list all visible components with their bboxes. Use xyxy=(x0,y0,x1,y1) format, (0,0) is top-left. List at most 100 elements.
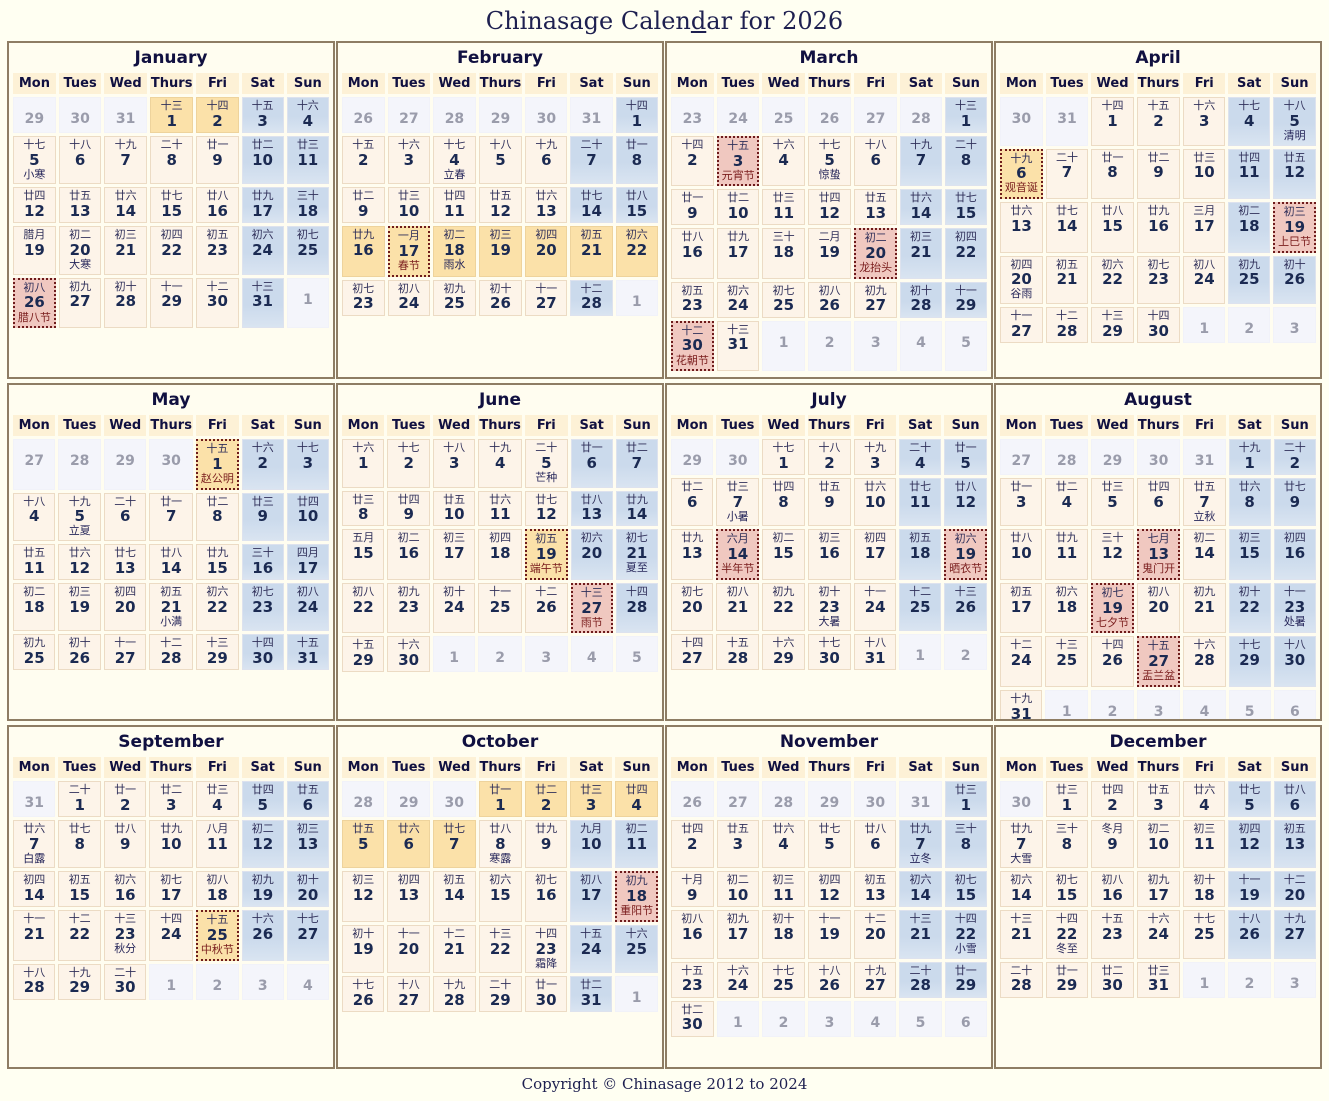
day-cell: 十一 29 xyxy=(944,281,987,318)
day-cell: 初五 17 xyxy=(1000,582,1043,634)
day-cell: 初十 28 xyxy=(900,281,942,318)
lunar-date: 十九 xyxy=(68,494,91,508)
day-number: 9 xyxy=(687,886,698,905)
lunar-date: 初三 xyxy=(114,228,137,242)
lunar-date: 廿一 xyxy=(580,441,603,454)
week-row: 十八 4 十九 5 立夏 二十 6 廿一 7 廿二 8 廿三 9 廿四 10 xyxy=(13,492,329,542)
solar-term-label: 芒种 xyxy=(535,470,558,484)
day-number: 3 xyxy=(1289,975,1300,992)
lunar-date: 初四 xyxy=(489,531,512,545)
day-number: 1 xyxy=(302,291,313,308)
weekday-header: Mon xyxy=(342,73,385,94)
day-number: 24 xyxy=(1193,270,1215,289)
lunar-date: 初七 xyxy=(160,873,183,887)
day-cell: 初十 28 xyxy=(104,277,147,329)
day-number: 13 xyxy=(1148,545,1170,564)
lunar-date: 廿一 xyxy=(1010,479,1033,493)
day-cell: 廿五 13 xyxy=(58,187,102,224)
day-number: 22 xyxy=(161,240,183,259)
solar-term-label: 大雪 xyxy=(1010,851,1033,865)
weekday-header: Wed xyxy=(762,415,805,436)
week-row: 30 廿三 1 廿四 2 廿五 3 廿六 4 廿七 5 廿八 6 xyxy=(1000,781,1316,817)
day-cell: 廿三 7 小暑 xyxy=(716,477,760,527)
lunar-date: 十二 xyxy=(1010,638,1033,652)
day-cell: 十七 27 xyxy=(286,910,329,961)
day-number: 7 xyxy=(631,453,643,472)
day-cell: 廿四 12 xyxy=(807,189,852,226)
lunar-date: 初四 xyxy=(864,531,887,545)
day-cell: 十七 29 xyxy=(1228,636,1271,688)
day-cell: 十八 26 xyxy=(807,961,852,998)
solar-term-label: 冬至 xyxy=(1055,942,1078,956)
lunar-date: 廿二 xyxy=(352,189,375,203)
day-cell-other-month: 29 xyxy=(387,781,431,817)
lunar-date: 十三 xyxy=(114,912,137,926)
lunar-date: 初七 xyxy=(681,584,704,598)
lunar-date: 初十 xyxy=(68,636,91,650)
day-cell: 廿二 10 xyxy=(241,135,284,185)
day-number: 11 xyxy=(1193,834,1215,853)
day-number: 27 xyxy=(297,924,319,943)
day-number: 26 xyxy=(352,991,374,1010)
day-cell: 廿八 16 xyxy=(196,187,239,224)
day-cell: 廿五 9 xyxy=(807,477,852,527)
day-number: 6 xyxy=(586,453,597,472)
day-cell: 初二 20 大寒 xyxy=(58,226,102,275)
lunar-date: 廿一 xyxy=(535,978,558,992)
lunar-date: 廿二 xyxy=(1055,479,1078,493)
day-number: 23 xyxy=(681,296,703,315)
lunar-date: 廿六 xyxy=(535,189,558,203)
lunar-date: 初八 xyxy=(1101,873,1124,887)
lunar-date: 初三 xyxy=(909,230,932,244)
day-number: 7 xyxy=(120,150,131,169)
lunar-date: 廿二 xyxy=(727,191,750,205)
day-number: 28 xyxy=(1056,321,1078,340)
day-number: 15 xyxy=(206,558,228,577)
week-row: 十三 21 十四 22 冬至 十五 23 十六 24 十七 25 十八 26 十九 27 xyxy=(1000,910,1316,959)
week-row: 十四 2 十五 3 元宵节 十六 4 十七 5 惊蛰 十八 6 十九 7 二十 8 xyxy=(671,135,987,187)
weekday-header: Thurs xyxy=(478,73,523,94)
day-cell: 廿八 9 xyxy=(103,819,147,869)
lunar-date: 三十 xyxy=(251,546,274,560)
day-number: 6 xyxy=(870,834,881,853)
day-cell: 十二 30 xyxy=(196,277,239,329)
day-cell: 初七 23 xyxy=(1136,255,1181,305)
day-cell-other-month: 28 xyxy=(58,439,101,490)
day-number: 1 xyxy=(631,111,643,130)
lunar-date: 初四 xyxy=(23,873,46,887)
lunar-date: 十一 xyxy=(535,281,558,295)
month-panel-december: December Mon Tues Wed Thurs Fri Sat Sun 30 廿三 1 廿四 2… xyxy=(994,725,1322,1069)
day-cell: 廿九 17 xyxy=(241,187,284,224)
day-cell: 初三 13 xyxy=(286,819,329,869)
day-cell: 廿九 17 xyxy=(716,228,760,279)
day-number: 29 xyxy=(206,649,228,668)
day-cell: 廿一 9 xyxy=(196,135,239,185)
day-cell: 初二 18 xyxy=(1228,202,1271,253)
day-cell: 初五 21 xyxy=(570,226,613,277)
weekday-header: Sat xyxy=(899,415,942,436)
day-number: 6 xyxy=(686,492,698,511)
lunar-date: 廿二 xyxy=(681,1002,704,1016)
day-number: 5 xyxy=(358,834,369,853)
day-number: 14 xyxy=(1194,544,1215,563)
lunar-date: 初三 xyxy=(296,821,319,835)
weekday-header: Fri xyxy=(854,757,897,778)
day-cell: 二十 7 xyxy=(1045,148,1089,200)
lunar-date: 初六 xyxy=(954,532,977,546)
day-cell: 十二 21 xyxy=(433,924,476,974)
lunar-date: 廿五 xyxy=(443,492,466,506)
day-number: 28 xyxy=(1057,453,1077,469)
day-number: 26 xyxy=(1284,270,1306,289)
lunar-date: 十五 xyxy=(251,99,274,112)
day-cell: 初九 19 xyxy=(241,871,284,908)
lunar-date: 十四 xyxy=(681,137,704,151)
lunar-date: 初五 xyxy=(535,532,558,546)
month-title: November xyxy=(779,732,879,752)
day-cell: 十三 26 xyxy=(944,582,987,632)
day-cell: 十五 1 赵公明 xyxy=(195,439,239,490)
day-number: 4 xyxy=(1199,795,1210,814)
month-calendar-table: Mon Tues Wed Thurs Fri Sat Sun 27 28 29 30 十五 1 赵公明 十六… xyxy=(10,412,332,673)
day-number: 19 xyxy=(819,242,840,261)
lunar-date: 十九 xyxy=(489,441,512,454)
day-cell: 初六 22 xyxy=(1091,255,1134,305)
